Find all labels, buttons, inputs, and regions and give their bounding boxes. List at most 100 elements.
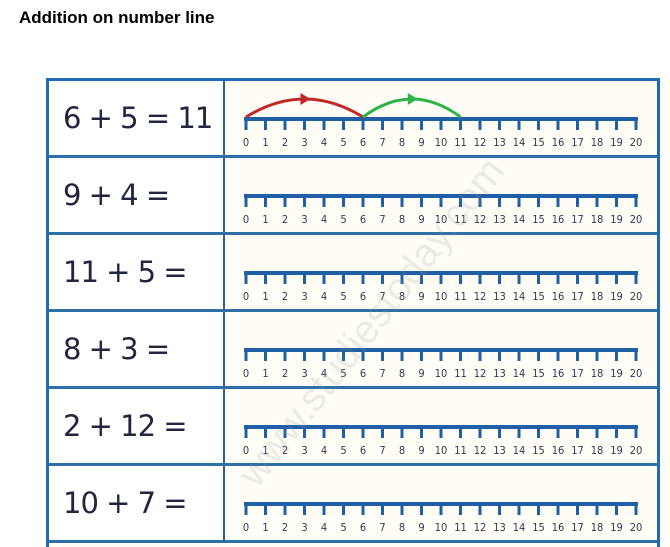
tick: [361, 350, 365, 361]
table-row: 2 + 12 = 0 1 2 3 4 5 6 7 8 9 10 11 12 13 14 15 16 17 18 19 20: [49, 389, 657, 466]
tick: [283, 504, 287, 515]
tick: [439, 196, 443, 207]
tick: [634, 427, 638, 438]
tick: [537, 504, 540, 515]
tick-label: 16: [552, 136, 565, 149]
tick: [595, 196, 599, 207]
tick-label: 20: [630, 444, 643, 457]
tick-label: 9: [418, 521, 424, 534]
tick-label: 4: [321, 213, 327, 226]
tick: [400, 427, 404, 438]
tick-label: 10: [435, 521, 448, 534]
tick: [517, 196, 521, 207]
tick-label: 0: [243, 136, 249, 149]
tick-label: 12: [474, 136, 487, 149]
tick: [634, 350, 638, 361]
number-line: 0 1 2 3 4 5 6 7 8 9 10 11 12 13 14 15 16 17 18 19 20: [243, 425, 643, 457]
tick-label: 20: [630, 213, 643, 226]
tick: [556, 196, 560, 207]
tick: [634, 273, 638, 284]
tick: [439, 427, 443, 438]
tick-label: 20: [630, 136, 643, 149]
tick-label: 7: [379, 521, 385, 534]
tick: [576, 196, 579, 207]
tick: [537, 196, 540, 207]
tick: [420, 350, 423, 361]
tick-label: 20: [630, 367, 643, 380]
tick: [420, 427, 423, 438]
tick: [498, 273, 501, 284]
tick-label: 7: [379, 213, 385, 226]
tick-label: 11: [454, 136, 467, 149]
tick-label: 12: [474, 367, 487, 380]
tick: [361, 196, 365, 207]
tick: [400, 504, 404, 515]
tick-label: 2: [282, 136, 288, 149]
tick: [244, 504, 248, 515]
tick-label: 16: [552, 367, 565, 380]
tick-label: 17: [571, 136, 584, 149]
tick-label: 7: [379, 444, 385, 457]
tick: [244, 273, 248, 284]
tick: [244, 350, 248, 361]
tick: [537, 427, 540, 438]
tick: [244, 119, 248, 130]
tick: [556, 350, 560, 361]
tick: [342, 427, 345, 438]
tick-label: 11: [454, 290, 467, 303]
tick: [459, 504, 462, 515]
tick-label: 4: [321, 521, 327, 534]
tick-label: 8: [399, 213, 405, 226]
tick-label: 14: [513, 136, 526, 149]
tick: [478, 196, 482, 207]
tick: [420, 119, 423, 130]
tick-label: 7: [379, 136, 385, 149]
tick: [595, 504, 599, 515]
tick-label: 5: [340, 290, 346, 303]
tick: [556, 273, 560, 284]
tick: [264, 350, 267, 361]
tick-label: 11: [454, 367, 467, 380]
tick-label: 5: [340, 367, 346, 380]
tick: [615, 119, 618, 130]
tick-label: 19: [610, 290, 623, 303]
tick-label: 2: [282, 213, 288, 226]
tick-label: 1: [262, 521, 268, 534]
tick: [439, 504, 443, 515]
tick: [283, 119, 287, 130]
tick: [283, 427, 287, 438]
tick: [400, 273, 404, 284]
tick: [576, 427, 579, 438]
tick: [283, 350, 287, 361]
tick: [303, 119, 306, 130]
tick: [576, 273, 579, 284]
tick: [478, 504, 482, 515]
tick: [478, 350, 482, 361]
tick-label: 19: [610, 521, 623, 534]
tick-label: 5: [340, 136, 346, 149]
tick-label: 17: [571, 367, 584, 380]
tick: [634, 119, 638, 130]
tick: [517, 427, 521, 438]
tick-label: 16: [552, 444, 565, 457]
tick-label: 16: [552, 290, 565, 303]
tick-label: 6: [360, 213, 366, 226]
tick: [420, 504, 423, 515]
tick-label: 5: [340, 521, 346, 534]
tick: [556, 119, 560, 130]
tick-label: 15: [532, 290, 545, 303]
tick-label: 10: [435, 213, 448, 226]
tick: [634, 196, 638, 207]
tick-label: 2: [282, 290, 288, 303]
tick: [459, 427, 462, 438]
tick: [537, 273, 540, 284]
tick-label: 15: [532, 444, 545, 457]
tick-label: 14: [513, 444, 526, 457]
tick-label: 18: [591, 444, 604, 457]
tick-label: 17: [571, 213, 584, 226]
tick: [264, 504, 267, 515]
tick: [361, 273, 365, 284]
tick: [303, 196, 306, 207]
tick-label: 8: [399, 290, 405, 303]
tick-label: 5: [340, 213, 346, 226]
